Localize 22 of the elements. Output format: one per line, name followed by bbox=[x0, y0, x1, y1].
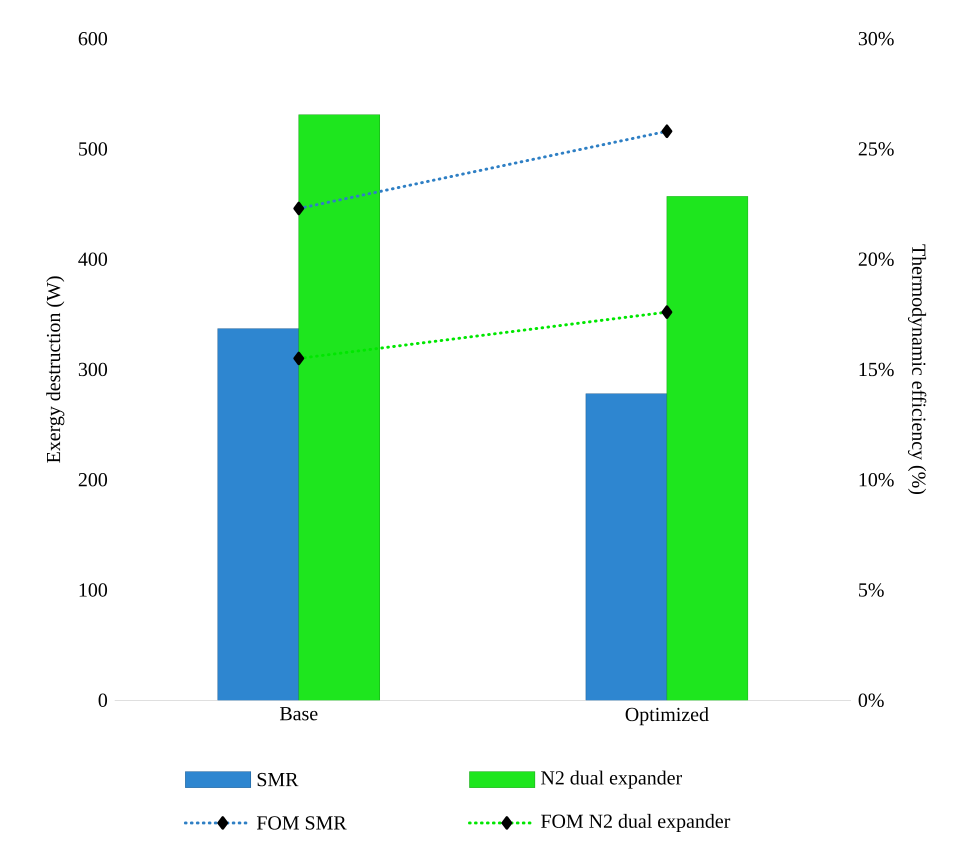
y-tick-label: 0 bbox=[98, 694, 108, 708]
legend-label: FOM N2 dual expander bbox=[541, 814, 730, 832]
legend-label: N2 dual expander bbox=[541, 770, 682, 789]
x-tick-label: Base bbox=[280, 707, 318, 721]
legend-label: FOM SMR bbox=[256, 816, 347, 830]
y-tick-label: 100 bbox=[80, 583, 108, 597]
y2-tick-label: 5% bbox=[859, 583, 884, 597]
y2-tick-label: 30% bbox=[858, 32, 894, 46]
y-tick-label: 300 bbox=[78, 362, 108, 376]
y-tick-label: 600 bbox=[78, 32, 108, 46]
y2-tick-label: 25% bbox=[858, 142, 894, 156]
y-tick-label: 400 bbox=[78, 252, 108, 266]
y2-tick-label: 20% bbox=[858, 252, 894, 266]
y2-axis-title: Thermodynamic efficiency (%) bbox=[908, 244, 926, 494]
y-tick-label: 200 bbox=[78, 473, 108, 487]
y2-tick-label: 0% bbox=[858, 694, 884, 708]
x-tick-label: Optimized bbox=[626, 707, 709, 726]
y2-tick-label: 10% bbox=[860, 473, 894, 487]
y2-tick-label: 15% bbox=[860, 362, 894, 376]
legend-label: SMR bbox=[258, 773, 298, 786]
y-axis-title: Exergy destruction (W) bbox=[46, 276, 64, 463]
y-tick-label: 500 bbox=[79, 142, 108, 156]
